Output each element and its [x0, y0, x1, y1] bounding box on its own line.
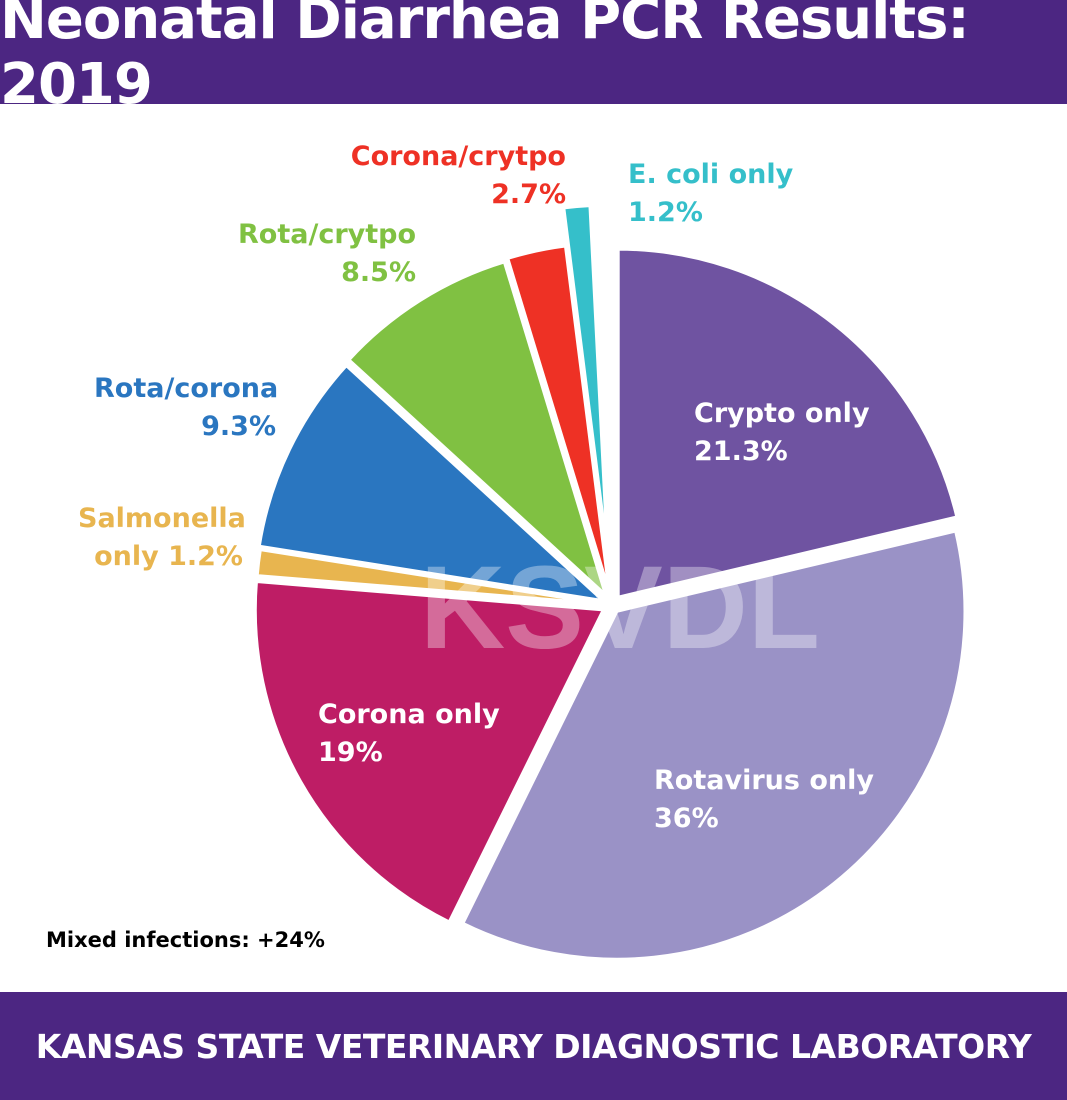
footer-lab-name: KANSAS STATE VETERINARY DIAGNOSTIC LABOR… — [0, 992, 1067, 1100]
label-value: 1.2% — [628, 197, 703, 228]
slice-label-rotavirus: Rotavirus only 36% — [654, 762, 874, 838]
slice-label-crypto: Crypto only 21.3% — [694, 395, 870, 471]
label-name: Rota/corona — [94, 373, 279, 404]
pie-slice-rota-crytpo — [346, 260, 609, 600]
pie-slice-rota-corona — [257, 363, 608, 603]
slice-label-ecoli: E. coli only 1.2% — [628, 156, 793, 232]
label-name: Rota/crytpo — [238, 219, 417, 250]
pie-slice-crypto-only — [616, 247, 959, 600]
label-name: Rotavirus only — [654, 765, 874, 796]
label-value: 36% — [654, 803, 719, 834]
label-name: Corona/crytpo — [350, 141, 566, 172]
label-value: only 1.2% — [94, 541, 243, 572]
label-value: 19% — [318, 737, 383, 768]
label-name: Salmonella — [78, 503, 246, 534]
pie-slice-corona-only — [253, 579, 606, 924]
pie-slice-corona-crytpo — [505, 244, 611, 592]
label-name: Crypto only — [694, 398, 870, 429]
chart-title: Neonatal Diarrhea PCR Results: 2019 — [0, 0, 1067, 117]
slice-label-rota-crypto: Rota/crytpo 8.5% — [238, 216, 416, 292]
label-value: 9.3% — [201, 411, 276, 442]
slice-label-corona-crypto: Corona/crytpo 2.7% — [348, 138, 566, 214]
label-name: Corona only — [318, 699, 500, 730]
pie-slice-e-coli-only — [562, 204, 609, 554]
label-value: 2.7% — [491, 179, 566, 210]
slice-label-corona: Corona only 19% — [318, 696, 500, 772]
label-value: 21.3% — [694, 436, 788, 467]
mixed-infections-note: Mixed infections: +24% — [46, 928, 325, 952]
slice-label-salmonella: Salmonella only 1.2% — [78, 500, 246, 576]
label-name: E. coli only — [628, 159, 794, 190]
slice-label-rota-corona: Rota/corona 9.3% — [94, 370, 279, 446]
ksvdl-watermark: KSVDL — [420, 542, 820, 674]
pie-slice-salmonella-only — [255, 547, 605, 606]
label-value: 8.5% — [341, 257, 416, 288]
pie-slice-rotavirus-only — [460, 529, 967, 961]
